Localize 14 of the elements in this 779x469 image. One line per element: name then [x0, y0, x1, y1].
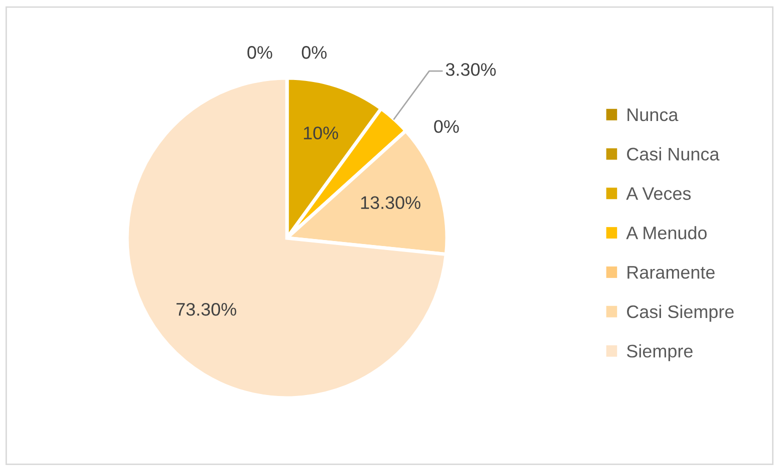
legend-label: Siempre — [626, 344, 693, 362]
legend-label: A Menudo — [626, 226, 707, 240]
legend-label: Nunca — [628, 108, 678, 122]
text: 0% — [247, 46, 272, 59]
data-label: 73.30% — [176, 302, 236, 316]
legend-label: Casi Nunca — [627, 147, 720, 161]
text: 0% — [302, 46, 327, 59]
data-label: 3.30% — [446, 63, 496, 76]
data-label: 10% — [304, 126, 338, 140]
legend-label: Casi Siempre — [627, 304, 734, 322]
text: 0% — [434, 120, 459, 133]
legend-label: A Veces — [626, 187, 691, 200]
data-label: 13.30% — [361, 196, 420, 210]
legend-label: Raramente — [628, 266, 715, 279]
